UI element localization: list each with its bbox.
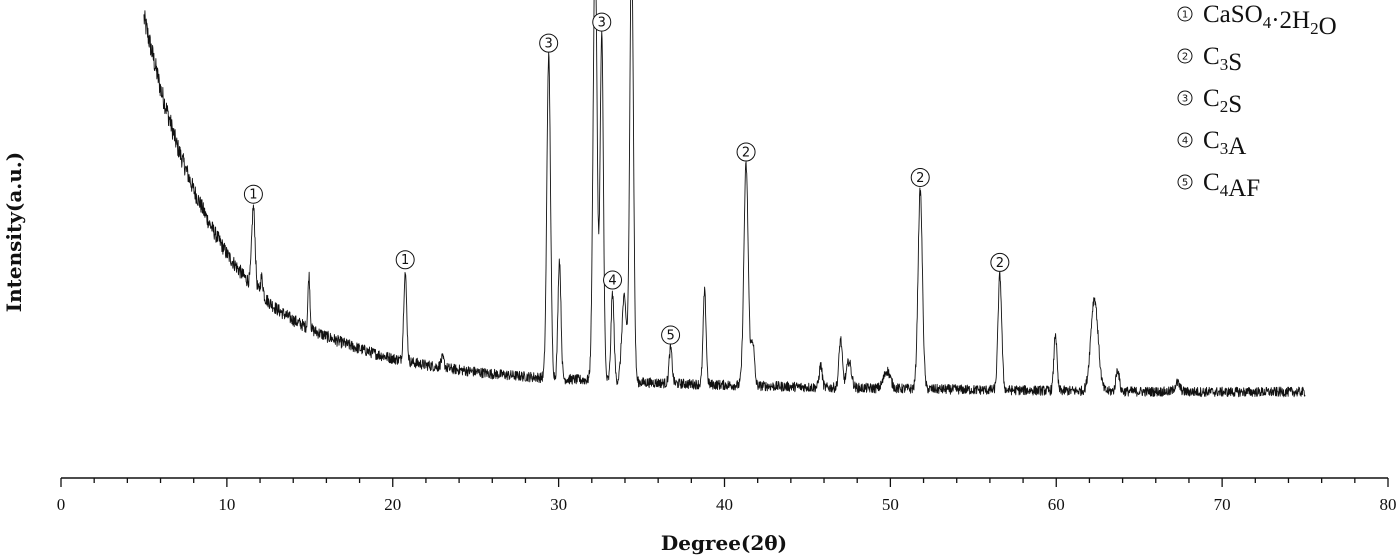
peak-marker-circle [243, 184, 263, 204]
peak-marker-circle [910, 167, 930, 187]
peak-marker: 3 [592, 12, 612, 32]
legend-marker-circle [1177, 90, 1193, 106]
peak-marker-circle [592, 12, 612, 32]
peak-marker-circle [736, 142, 756, 162]
y-axis-title: Intensity(a.u.) [2, 152, 26, 312]
peak-marker-circle [603, 270, 623, 290]
peak-marker-number: 1 [249, 188, 257, 203]
x-tick-label: 60 [1048, 495, 1065, 514]
legend-label: C2S [1203, 85, 1242, 118]
legend-item: 3 C2S [1177, 85, 1242, 118]
legend-marker-number: 1 [1182, 10, 1188, 21]
legend-marker-number: 4 [1182, 136, 1188, 147]
peak-marker: 2 [910, 167, 930, 187]
peak-marker: 5 [661, 325, 681, 345]
peak-marker: 2 [736, 142, 756, 162]
peak-marker-number: 5 [666, 329, 674, 344]
plot-area [143, 0, 1306, 398]
peak-marker: 1 [395, 250, 415, 270]
peak-marker-number: 4 [608, 274, 616, 289]
peak-marker-circle [990, 252, 1010, 272]
legend-marker-circle [1177, 132, 1193, 148]
peak-marker-number: 1 [401, 253, 409, 268]
diffraction-trace [143, 0, 1306, 398]
legend-marker-circle [1177, 174, 1193, 190]
peak-marker-circle [395, 250, 415, 270]
legend-label: C4AF [1203, 169, 1260, 202]
legend-marker-circle [1177, 48, 1193, 64]
legend: 1 CaSO4·2H2O 2 C3S 3 C2S 4 C3A 5 C4AF [1177, 1, 1337, 202]
peak-marker-number: 3 [545, 37, 553, 52]
legend-marker-number: 2 [1182, 52, 1188, 63]
x-tick-label: 30 [550, 495, 567, 514]
peak-marker-number: 2 [742, 145, 750, 160]
legend-marker-number: 5 [1182, 178, 1188, 189]
legend-marker-circle [1177, 6, 1193, 22]
x-tick-label: 20 [384, 495, 401, 514]
legend-item: 1 CaSO4·2H2O [1177, 1, 1337, 40]
peak-marker-number: 2 [996, 256, 1004, 271]
peak-marker: 1 [243, 184, 263, 204]
peak-marker-circle [661, 325, 681, 345]
peak-marker-number: 3 [598, 16, 606, 31]
legend-marker-number: 3 [1182, 94, 1188, 105]
peak-marker: 3 [539, 33, 559, 53]
legend-item: 4 C3A [1177, 127, 1246, 160]
legend-item: 2 C3S [1177, 43, 1242, 76]
peak-marker-circle [539, 33, 559, 53]
legend-label: CaSO4·2H2O [1203, 1, 1337, 40]
x-tick-label: 70 [1214, 495, 1231, 514]
peak-annotations: 11323425222 [243, 12, 1010, 345]
legend-label: C3A [1203, 127, 1246, 160]
legend-item: 5 C4AF [1177, 169, 1260, 202]
peak-marker: 4 [603, 270, 623, 290]
x-tick-label: 50 [882, 495, 899, 514]
x-tick-label: 10 [218, 495, 235, 514]
x-axis-title: Degree(2θ) [661, 531, 787, 555]
peak-marker: 2 [990, 252, 1010, 272]
x-axis: 0 10 20 30 40 50 60 70 80 [57, 477, 1397, 514]
x-tick-label: 0 [57, 495, 66, 514]
x-tick-label: 40 [716, 495, 733, 514]
peak-marker-number: 2 [916, 171, 924, 186]
x-tick-label: 80 [1380, 495, 1397, 514]
legend-label: C3S [1203, 43, 1242, 76]
